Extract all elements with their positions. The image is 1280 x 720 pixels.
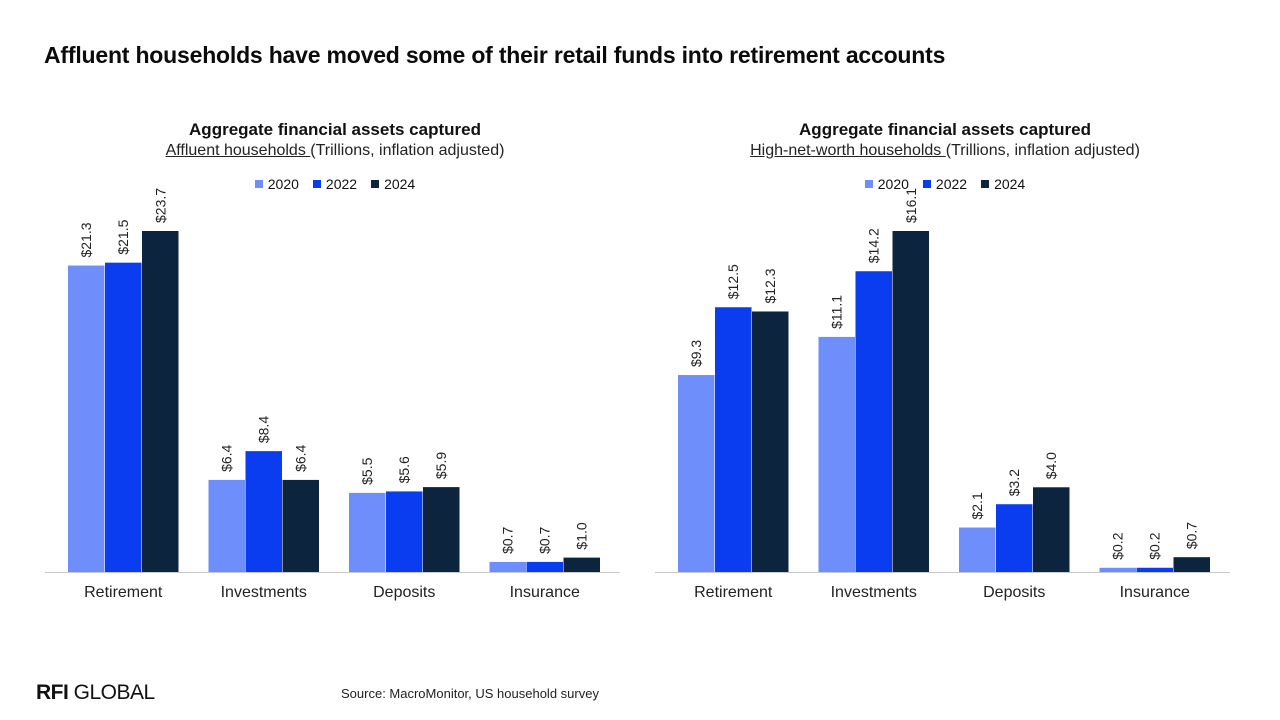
bar-deposits-2022: [386, 491, 423, 572]
legend: 2020 2022 2024: [655, 176, 1235, 192]
legend-swatch-2024: [371, 180, 380, 188]
legend-item-2020: 2020: [254, 176, 299, 192]
bar-investments-2024: [282, 479, 319, 572]
logo-rest: GLOBAL: [68, 681, 156, 704]
data-label: $1.0: [574, 522, 590, 549]
chart-title: Aggregate financial assets captured: [189, 120, 481, 139]
data-label: $0.7: [500, 526, 516, 553]
bar-insurance-2022: [526, 561, 563, 572]
bar-retirement-2020: [68, 265, 105, 572]
legend-swatch-2020: [864, 180, 873, 188]
bar-retirement-2024: [752, 311, 789, 572]
chart-subtitle-underlined: Affluent households: [165, 142, 311, 159]
data-label: $11.1: [829, 295, 845, 329]
data-label: $5.9: [433, 452, 449, 479]
bar-investments-2022: [245, 451, 282, 572]
bar-insurance-2024: [563, 557, 600, 572]
legend-label-2022: 2022: [325, 176, 358, 192]
legend: 2020 2022 2024: [45, 176, 625, 192]
data-label: $21.3: [78, 222, 94, 257]
bar-deposits-2022: [996, 504, 1033, 572]
data-label: $6.4: [293, 444, 309, 471]
data-label: $9.3: [688, 340, 704, 367]
data-label: $5.5: [359, 457, 375, 484]
data-label: $5.6: [396, 456, 412, 483]
page-title: Affluent households have moved some of t…: [44, 42, 946, 68]
legend-swatch-2024: [981, 180, 990, 188]
bar-deposits-2020: [959, 527, 996, 572]
data-label: $0.2: [1110, 532, 1126, 559]
rfi-global-logo: RFI GLOBAL: [36, 681, 155, 705]
bar-deposits-2020: [349, 492, 386, 572]
bar-retirement-2020: [678, 375, 715, 572]
data-label: $14.2: [866, 228, 882, 263]
data-label: $0.7: [1184, 522, 1200, 549]
data-label: $2.1: [969, 492, 985, 519]
data-label: $16.1: [903, 188, 919, 223]
x-tick-label: Investments: [831, 584, 917, 601]
chart-high-net-worth: Aggregate financial assets captured High…: [655, 118, 1235, 618]
x-tick-label: Deposits: [983, 584, 1045, 601]
legend-item-2024: 2024: [981, 176, 1025, 192]
x-tick-label: Insurance: [510, 584, 580, 601]
data-label: $3.2: [1006, 469, 1022, 496]
legend-label-2020: 2020: [267, 176, 299, 192]
source-note: Source: MacroMonitor, US household surve…: [341, 686, 599, 701]
chart-subtitle: Affluent households (Trillions, inflatio…: [45, 142, 625, 160]
bar-retirement-2022: [105, 262, 142, 572]
chart-subtitle-underlined: High-net-worth households: [750, 142, 946, 159]
legend-item-2022: 2022: [312, 176, 358, 192]
bar-investments-2020: [818, 336, 855, 572]
data-label: $12.5: [725, 264, 741, 299]
bar-investments-2024: [892, 231, 929, 572]
x-tick-label: Insurance: [1120, 584, 1190, 601]
data-label: $12.3: [762, 268, 778, 303]
data-label: $23.7: [152, 188, 168, 223]
x-tick-label: Investments: [221, 584, 307, 601]
legend-label-2022: 2022: [935, 176, 968, 192]
legend-label-2024: 2024: [384, 176, 416, 192]
bar-insurance-2020: [1099, 567, 1136, 572]
data-label: $6.4: [219, 444, 235, 471]
legend-swatch-2022: [922, 180, 931, 188]
chart-subtitle: High-net-worth households (Trillions, in…: [655, 142, 1235, 160]
x-tick-label: Retirement: [694, 584, 773, 601]
logo-bold: RFI: [36, 681, 69, 704]
data-label: $21.5: [115, 219, 131, 254]
legend-swatch-2020: [254, 180, 263, 188]
bar-insurance-2024: [1173, 557, 1210, 572]
data-label: $4.0: [1043, 452, 1059, 479]
legend-item-2020: 2020: [864, 176, 909, 192]
chart-subtitle-rest: (Trillions, inflation adjusted): [945, 142, 1140, 159]
chart-subtitle-rest: (Trillions, inflation adjusted): [310, 142, 505, 159]
bar-insurance-2022: [1136, 567, 1173, 572]
legend-swatch-2022: [312, 180, 321, 188]
bar-investments-2022: [855, 271, 892, 572]
data-label: $8.4: [256, 416, 272, 443]
bar-insurance-2020: [489, 561, 526, 572]
bar-deposits-2024: [1033, 487, 1070, 572]
bar-retirement-2022: [715, 307, 752, 572]
x-tick-label: Deposits: [373, 584, 435, 601]
bar-retirement-2024: [142, 231, 179, 572]
legend-item-2024: 2024: [371, 176, 415, 192]
bar-chart-plot: $9.3 $12.5 $12.3 Retirement $11.1 $14.2 $16.1 I…: [655, 188, 1230, 601]
bar-chart-plot: $21.3 $21.5 $23.7 Retirement $6.4 $8.4 $6.4 Inv…: [45, 188, 620, 601]
chart-title: Aggregate financial assets captured: [799, 120, 1091, 139]
data-label: $0.2: [1147, 532, 1163, 559]
x-tick-label: Retirement: [84, 584, 163, 601]
data-label: $0.7: [537, 526, 553, 553]
chart-affluent: Aggregate financial assets captured Affl…: [45, 118, 625, 618]
legend-label-2024: 2024: [994, 176, 1026, 192]
legend-item-2022: 2022: [922, 176, 968, 192]
legend-label-2020: 2020: [877, 176, 909, 192]
bar-investments-2020: [208, 479, 245, 572]
bar-deposits-2024: [423, 487, 460, 572]
